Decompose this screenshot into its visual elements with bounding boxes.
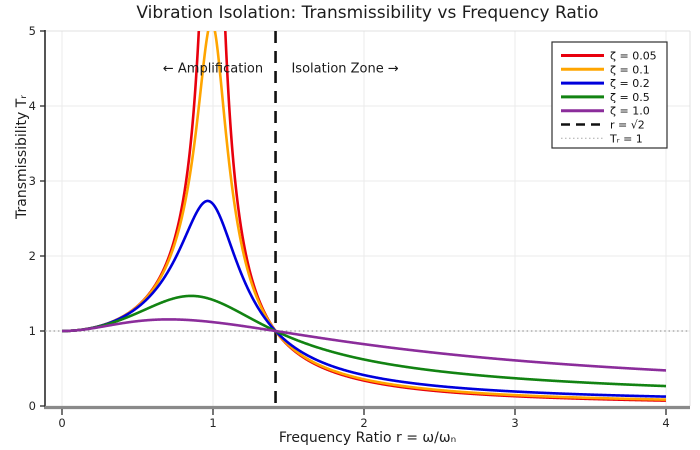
x-tick-label: 3 bbox=[511, 416, 518, 430]
annotation-isolation-zone: Isolation Zone → bbox=[291, 62, 398, 77]
y-tick-label: 1 bbox=[29, 324, 36, 338]
y-tick-label: 2 bbox=[29, 249, 36, 263]
curve-zeta-1 bbox=[61, 318, 667, 372]
curve-zeta-0-5 bbox=[61, 294, 667, 388]
legend-label: ζ = 1.0 bbox=[610, 105, 650, 118]
legend-label: r = √2 bbox=[610, 119, 645, 132]
x-axis-label: Frequency Ratio r = ω/ωₙ bbox=[278, 430, 457, 446]
y-tick-label: 5 bbox=[29, 24, 36, 38]
curve-zeta-0-1 bbox=[61, 31, 667, 401]
chart-title: Vibration Isolation: Transmissibility vs… bbox=[136, 3, 599, 23]
legend-label: ζ = 0.5 bbox=[610, 91, 650, 104]
x-tick-label: 2 bbox=[360, 416, 367, 430]
curve-zeta-0-2 bbox=[61, 199, 667, 398]
x-tick-label: 1 bbox=[209, 416, 216, 430]
legend-label: ζ = 0.1 bbox=[610, 63, 650, 76]
legend-label: Tᵣ = 1 bbox=[609, 132, 643, 145]
x-tick-label: 0 bbox=[58, 416, 65, 430]
legend-box bbox=[551, 41, 668, 149]
x-tick-label: 4 bbox=[662, 416, 669, 430]
y-tick-label: 3 bbox=[29, 174, 36, 188]
legend-label: ζ = 0.05 bbox=[610, 50, 657, 63]
annotation-amplification: ← Amplification bbox=[163, 62, 263, 77]
y-tick-label: 0 bbox=[29, 399, 36, 413]
legend-label: ζ = 0.2 bbox=[610, 77, 650, 90]
y-tick-label: 4 bbox=[29, 99, 36, 113]
